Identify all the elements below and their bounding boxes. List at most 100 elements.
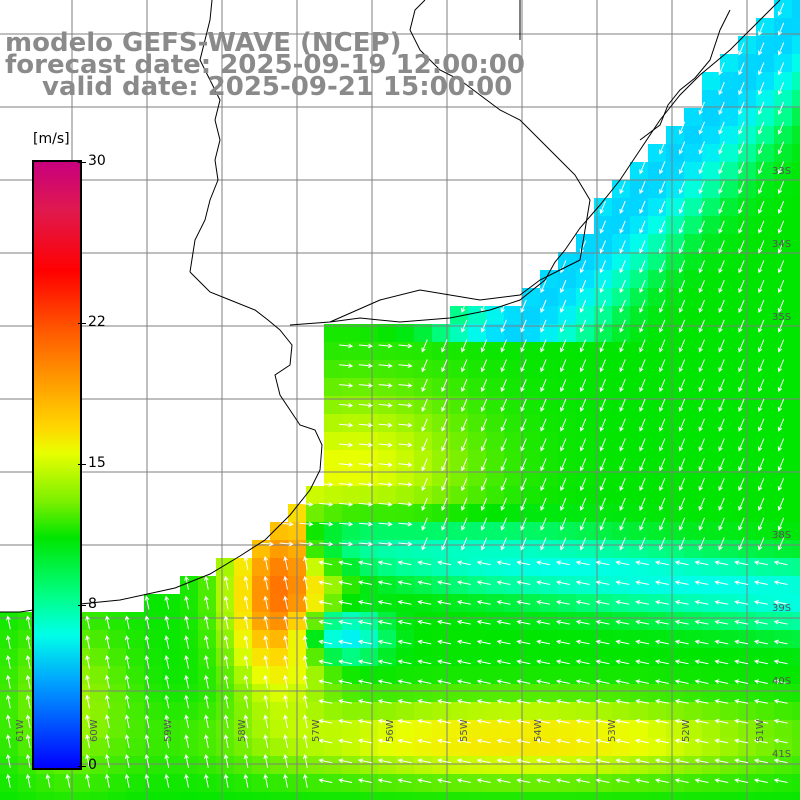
wind-speed-cell	[522, 414, 541, 433]
wind-speed-cell	[306, 504, 325, 523]
wind-speed-cell	[702, 396, 721, 415]
wind-speed-cell	[306, 522, 325, 541]
wind-speed-cell	[684, 702, 703, 721]
wind-speed-cell	[612, 468, 631, 487]
wind-arrow	[635, 560, 650, 566]
wind-arrow	[694, 600, 709, 605]
wind-speed-cell	[774, 216, 793, 235]
wind-speed-cell	[756, 90, 775, 109]
wind-arrow	[357, 560, 372, 566]
wind-arrow	[318, 738, 333, 744]
wind-speed-cell	[486, 306, 505, 325]
wind-speed-cell	[72, 792, 91, 800]
wind-arrow	[124, 714, 130, 729]
wind-speed-cell	[432, 594, 451, 613]
wind-arrow	[595, 699, 610, 704]
wind-arrow	[758, 42, 765, 56]
wind-arrow	[223, 635, 229, 650]
wind-arrow	[758, 260, 765, 274]
wind-speed-cell	[450, 342, 469, 361]
wind-speed-cell	[270, 558, 289, 577]
wind-speed-cell	[414, 702, 433, 721]
wind-speed-cell	[594, 792, 613, 800]
wind-arrow	[536, 619, 551, 625]
wind-speed-cell	[504, 504, 523, 523]
wind-arrow	[595, 600, 610, 605]
wind-speed-cell	[468, 306, 487, 325]
wind-arrow	[378, 402, 393, 408]
wind-arrow	[461, 299, 468, 313]
wind-speed-cell	[684, 342, 703, 361]
wind-arrow	[698, 497, 705, 511]
wind-arrow	[777, 299, 785, 313]
longitude-label: 52W	[681, 719, 692, 742]
wind-speed-cell	[594, 684, 613, 703]
wind-speed-cell	[576, 684, 595, 703]
wind-speed-cell	[180, 612, 199, 631]
wind-speed-cell	[486, 774, 505, 793]
wind-speed-cell	[720, 396, 739, 415]
wind-arrow	[773, 679, 788, 684]
wind-speed-cell	[684, 612, 703, 631]
wind-arrow	[674, 659, 689, 665]
wind-speed-cell	[666, 234, 685, 253]
wind-arrow	[437, 600, 452, 605]
wind-speed-cell	[558, 486, 577, 505]
wind-speed-cell	[720, 792, 739, 800]
wind-speed-cell	[576, 486, 595, 505]
wind-arrow	[595, 718, 610, 724]
wind-speed-cell	[702, 432, 721, 451]
wind-speed-cell	[504, 342, 523, 361]
wind-speed-cell	[144, 774, 163, 793]
wind-arrow	[263, 595, 269, 610]
wind-arrow	[555, 699, 570, 704]
wind-speed-cell	[684, 486, 703, 505]
wind-arrow	[500, 319, 507, 333]
wind-arrow	[397, 619, 412, 625]
wind-speed-cell	[720, 432, 739, 451]
wind-arrow	[500, 339, 507, 353]
wind-arrow	[339, 541, 354, 547]
wind-speed-cell	[612, 198, 631, 217]
wind-speed-cell	[396, 360, 415, 379]
wind-arrow	[718, 101, 725, 115]
wind-speed-cell	[504, 720, 523, 739]
wind-arrow	[357, 600, 372, 605]
wind-speed-cell	[342, 774, 361, 793]
wind-speed-cell	[504, 522, 523, 541]
wind-arrow	[378, 442, 393, 448]
wind-speed-cell	[648, 252, 667, 271]
wind-arrow	[777, 438, 785, 452]
wind-speed-cell	[450, 378, 469, 397]
wind-speed-cell	[522, 756, 541, 775]
wind-speed-cell	[630, 414, 649, 433]
wind-arrow	[579, 537, 587, 551]
wind-arrow	[619, 418, 626, 432]
wind-speed-cell	[360, 648, 379, 667]
wind-arrow	[758, 101, 765, 115]
wind-arrow	[678, 497, 686, 511]
wind-speed-cell	[486, 630, 505, 649]
wind-speed-cell	[432, 792, 451, 800]
wind-arrow	[144, 773, 150, 788]
wind-arrow	[377, 560, 392, 566]
wind-speed-cell	[324, 612, 343, 631]
wind-speed-cell	[324, 594, 343, 613]
wind-speed-cell	[306, 648, 325, 667]
latitude-label: 38S	[772, 530, 792, 541]
wind-arrow	[738, 537, 745, 551]
wind-arrow	[520, 418, 527, 432]
wind-speed-cell	[432, 558, 451, 577]
wind-arrow	[357, 580, 372, 585]
wind-speed-cell	[450, 684, 469, 703]
wind-arrow	[338, 758, 353, 764]
wind-arrow	[204, 753, 209, 768]
wind-speed-cell	[378, 630, 397, 649]
wind-arrow	[674, 580, 689, 585]
wind-speed-cell	[360, 684, 379, 703]
wind-arrow	[516, 738, 531, 744]
wind-arrow	[575, 699, 590, 704]
wind-arrow	[738, 517, 745, 531]
wind-speed-cell	[414, 378, 433, 397]
wind-speed-cell	[324, 324, 343, 343]
